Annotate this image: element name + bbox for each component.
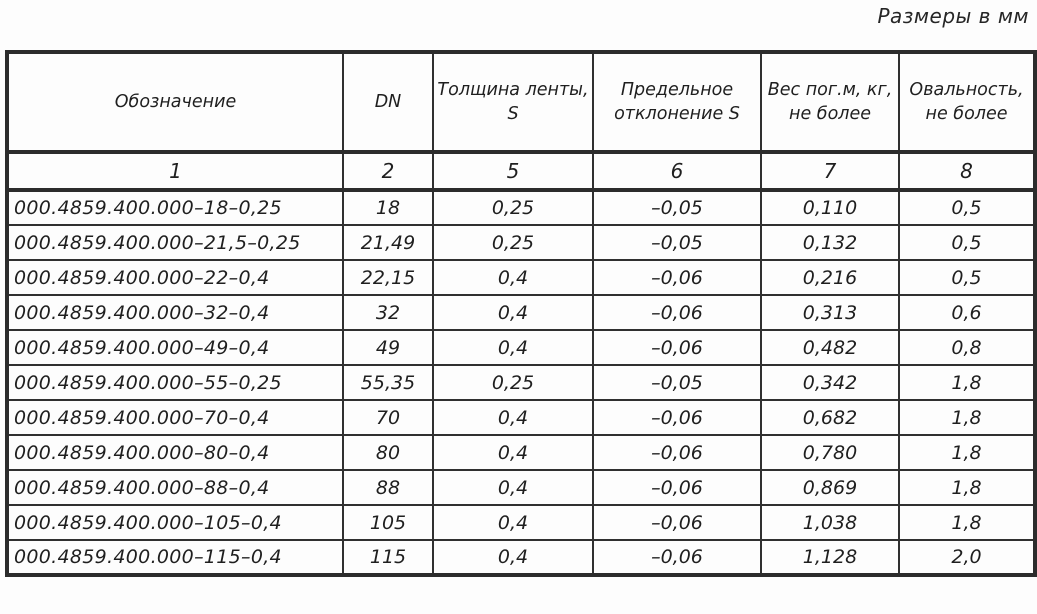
table-row: 000.4859.400.000–115–0,4 115 0,4 –0,06 1,128… xyxy=(6,539,1036,576)
cell-thickness: 0,25 xyxy=(432,364,594,401)
cell-weight: 0,682 xyxy=(760,399,900,436)
cell-designation: 000.4859.400.000–32–0,4 xyxy=(6,294,344,331)
table-row: 000.4859.400.000–18–0,25 18 0,25 –0,05 0,110… xyxy=(6,189,1036,226)
column-numbers-row: 1 2 5 6 7 8 xyxy=(6,151,1036,192)
cell-ovality: 0,8 xyxy=(898,329,1036,366)
cell-thickness: 0,4 xyxy=(432,399,594,436)
column-number: 8 xyxy=(898,151,1036,192)
cell-ovality: 0,5 xyxy=(898,259,1036,296)
cell-dn: 70 xyxy=(342,399,434,436)
cell-thickness: 0,25 xyxy=(432,189,594,226)
column-number: 5 xyxy=(432,151,594,192)
table-row: 000.4859.400.000–21,5–0,25 21,49 0,25 –0,05… xyxy=(6,224,1036,261)
cell-designation: 000.4859.400.000–115–0,4 xyxy=(6,539,344,576)
column-number: 7 xyxy=(760,151,900,192)
cell-dn: 80 xyxy=(342,434,434,471)
cell-dn: 49 xyxy=(342,329,434,366)
cell-thickness: 0,4 xyxy=(432,504,594,541)
cell-ovality: 1,8 xyxy=(898,504,1036,541)
table-row: 000.4859.400.000–49–0,4 49 0,4 –0,06 0,482 0,… xyxy=(6,329,1036,366)
cell-thickness: 0,4 xyxy=(432,259,594,296)
cell-deviation: –0,05 xyxy=(592,224,762,261)
cell-weight: 0,780 xyxy=(760,434,900,471)
cell-weight: 1,038 xyxy=(760,504,900,541)
table-row: 000.4859.400.000–55–0,25 55,35 0,25 –0,05 0,… xyxy=(6,364,1036,401)
table-row: 000.4859.400.000–22–0,4 22,15 0,4 –0,06 0,21… xyxy=(6,259,1036,296)
cell-weight: 0,342 xyxy=(760,364,900,401)
cell-designation: 000.4859.400.000–88–0,4 xyxy=(6,469,344,506)
cell-weight: 0,132 xyxy=(760,224,900,261)
cell-designation: 000.4859.400.000–18–0,25 xyxy=(6,189,344,226)
cell-thickness: 0,4 xyxy=(432,294,594,331)
cell-weight: 0,869 xyxy=(760,469,900,506)
cell-designation: 000.4859.400.000–80–0,4 xyxy=(6,434,344,471)
cell-deviation: –0,06 xyxy=(592,259,762,296)
table-body: 000.4859.400.000–18–0,25 18 0,25 –0,05 0,110… xyxy=(6,189,1036,576)
cell-thickness: 0,4 xyxy=(432,539,594,576)
table-row: 000.4859.400.000–88–0,4 88 0,4 –0,06 0,869 1,… xyxy=(6,469,1036,506)
cell-deviation: –0,06 xyxy=(592,329,762,366)
units-note: Размеры в мм xyxy=(877,4,1029,28)
table-row: 000.4859.400.000–32–0,4 32 0,4 –0,06 0,313 0,… xyxy=(6,294,1036,331)
header-weight: Вес пог.м, кг, не более xyxy=(760,51,900,154)
cell-dn: 22,15 xyxy=(342,259,434,296)
table-row: 000.4859.400.000–70–0,4 70 0,4 –0,06 0,682 1,… xyxy=(6,399,1036,436)
cell-thickness: 0,4 xyxy=(432,329,594,366)
header-dn: DN xyxy=(342,51,434,154)
cell-dn: 88 xyxy=(342,469,434,506)
header-thickness: Толщина ленты, S xyxy=(432,51,594,154)
cell-deviation: –0,06 xyxy=(592,434,762,471)
cell-deviation: –0,06 xyxy=(592,294,762,331)
cell-ovality: 1,8 xyxy=(898,399,1036,436)
cell-ovality: 1,8 xyxy=(898,469,1036,506)
cell-ovality: 0,5 xyxy=(898,189,1036,226)
cell-designation: 000.4859.400.000–70–0,4 xyxy=(6,399,344,436)
cell-weight: 0,216 xyxy=(760,259,900,296)
cell-thickness: 0,4 xyxy=(432,434,594,471)
column-number: 1 xyxy=(6,151,344,192)
header-row: Обозначение DN Толщина ленты, S Предельн… xyxy=(6,51,1036,154)
cell-dn: 105 xyxy=(342,504,434,541)
cell-ovality: 0,5 xyxy=(898,224,1036,261)
cell-dn: 21,49 xyxy=(342,224,434,261)
cell-ovality: 1,8 xyxy=(898,434,1036,471)
dimensions-table: Обозначение DN Толщина ленты, S Предельн… xyxy=(5,50,1037,577)
cell-designation: 000.4859.400.000–22–0,4 xyxy=(6,259,344,296)
cell-deviation: –0,06 xyxy=(592,399,762,436)
cell-weight: 0,313 xyxy=(760,294,900,331)
table-row: 000.4859.400.000–105–0,4 105 0,4 –0,06 1,038… xyxy=(6,504,1036,541)
cell-thickness: 0,4 xyxy=(432,469,594,506)
cell-deviation: –0,05 xyxy=(592,189,762,226)
cell-designation: 000.4859.400.000–55–0,25 xyxy=(6,364,344,401)
cell-dn: 115 xyxy=(342,539,434,576)
cell-ovality: 2,0 xyxy=(898,539,1036,576)
cell-ovality: 1,8 xyxy=(898,364,1036,401)
cell-designation: 000.4859.400.000–49–0,4 xyxy=(6,329,344,366)
cell-ovality: 0,6 xyxy=(898,294,1036,331)
header-ovality: Овальность, не более xyxy=(898,51,1036,154)
header-deviation: Предельное отклонение S xyxy=(592,51,762,154)
cell-deviation: –0,06 xyxy=(592,469,762,506)
cell-weight: 0,110 xyxy=(760,189,900,226)
column-number: 6 xyxy=(592,151,762,192)
cell-dn: 32 xyxy=(342,294,434,331)
cell-designation: 000.4859.400.000–105–0,4 xyxy=(6,504,344,541)
cell-dn: 55,35 xyxy=(342,364,434,401)
cell-dn: 18 xyxy=(342,189,434,226)
header-designation: Обозначение xyxy=(6,51,344,154)
cell-weight: 1,128 xyxy=(760,539,900,576)
cell-deviation: –0,06 xyxy=(592,504,762,541)
table-row: 000.4859.400.000–80–0,4 80 0,4 –0,06 0,780 1,… xyxy=(6,434,1036,471)
cell-deviation: –0,05 xyxy=(592,364,762,401)
cell-weight: 0,482 xyxy=(760,329,900,366)
column-number: 2 xyxy=(342,151,434,192)
cell-thickness: 0,25 xyxy=(432,224,594,261)
cell-designation: 000.4859.400.000–21,5–0,25 xyxy=(6,224,344,261)
cell-deviation: –0,06 xyxy=(592,539,762,576)
